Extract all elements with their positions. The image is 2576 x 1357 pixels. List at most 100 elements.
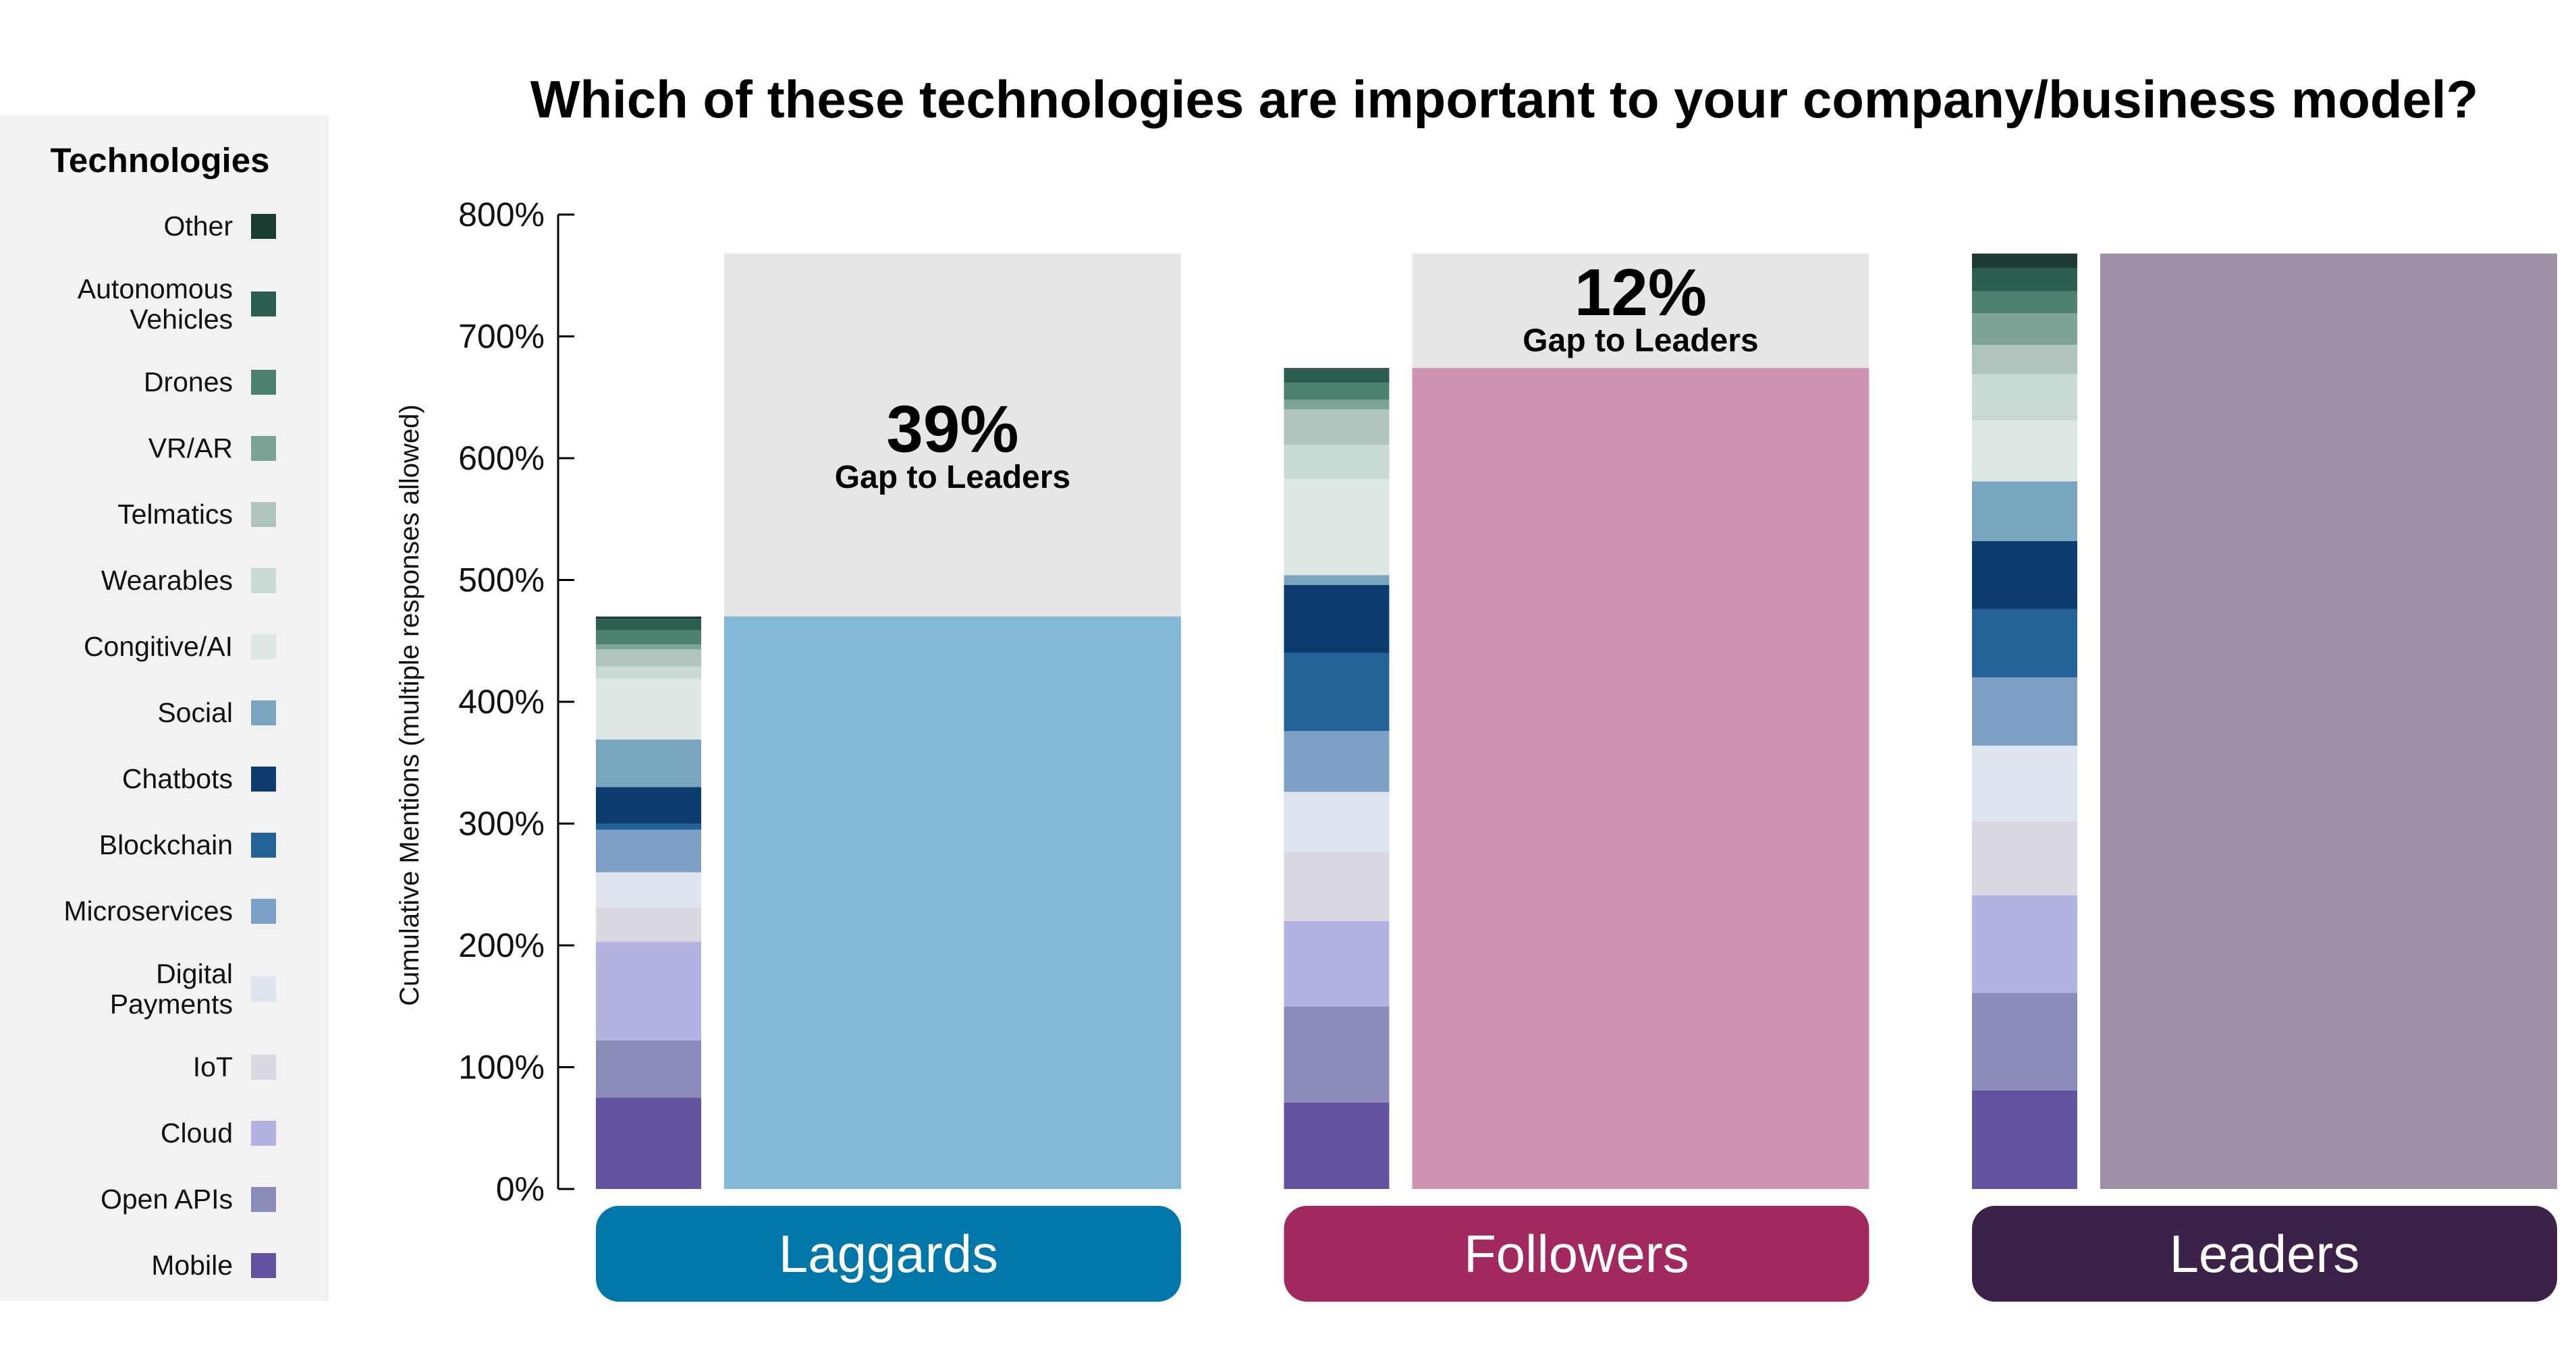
segment-laggards-iot (596, 908, 701, 942)
legend-item-drones: Drones (0, 349, 329, 415)
segment-followers-digital-payments (1284, 792, 1390, 852)
segment-laggards-blockchain (596, 823, 701, 830)
segment-followers-drones (1284, 383, 1390, 400)
legend-swatch (251, 976, 276, 1001)
segment-followers-social (1284, 575, 1390, 585)
category-label-leaders: Leaders (2170, 1224, 2360, 1283)
legend-swatch (251, 501, 276, 527)
legend-swatch (251, 766, 276, 792)
legend-item-social: Social (0, 680, 329, 746)
segment-leaders-social (1972, 481, 2077, 541)
legend-label: Congitive/AI (83, 630, 233, 662)
category-label-laggards: Laggards (779, 1224, 998, 1283)
legend-swatch (251, 634, 276, 659)
legend-panel: Technologies Other Autonomous Vehicles Dro… (0, 115, 329, 1301)
gap-label-laggards: Gap to Leaders (835, 460, 1070, 495)
legend-label: Other (163, 210, 233, 242)
legend-item-chatbots: Chatbots (0, 746, 329, 812)
legend-swatch (251, 1252, 276, 1278)
segment-laggards-congitive-ai (596, 678, 701, 740)
segment-followers-iot (1284, 852, 1390, 921)
gap-percent-laggards: 39% (886, 392, 1018, 466)
category-label-box-followers (1284, 1206, 1869, 1302)
segment-leaders-vr-ar (1972, 313, 2077, 345)
legend-swatch (251, 832, 276, 858)
segment-followers-blockchain (1284, 653, 1390, 731)
total-bar-leaders (2100, 253, 2557, 1189)
y-tick-label: 600% (458, 439, 545, 477)
segment-laggards-open-apis (596, 1040, 701, 1098)
legend-swatch (251, 1054, 276, 1080)
legend-label: VR/AR (148, 432, 233, 464)
segment-leaders-wearables (1972, 374, 2077, 421)
segment-leaders-mobile (1972, 1090, 2077, 1189)
segment-laggards-telmatics (596, 649, 701, 667)
y-tick-label: 0% (496, 1170, 545, 1208)
group-laggards: 39%Gap to Leaders Laggards (596, 253, 1181, 1302)
segment-leaders-digital-payments (1972, 745, 2077, 821)
segment-laggards-microservices (596, 829, 701, 873)
legend-item-vr-ar: VR/AR (0, 415, 329, 481)
segment-laggards-drones (596, 630, 701, 645)
legend-label: Autonomous Vehicles (77, 273, 233, 335)
category-label-box-laggards (596, 1206, 1181, 1302)
total-bar-followers (1412, 368, 1869, 1190)
segment-laggards-autonomous-vehicles (596, 619, 701, 630)
legend-item-telmatics: Telmatics (0, 481, 329, 547)
gap-percent-followers: 12% (1574, 255, 1707, 329)
y-tick-label: 300% (458, 805, 545, 843)
legend-item-microservices: Microservices (0, 878, 329, 944)
segment-laggards-digital-payments (596, 872, 701, 908)
legend-swatch (251, 213, 276, 239)
legend-label: Drones (143, 366, 233, 397)
legend-label: Cloud (160, 1117, 233, 1148)
y-tick-label: 100% (458, 1049, 545, 1086)
legend-label: Social (157, 696, 233, 728)
legend-label: Blockchain (99, 829, 233, 860)
segment-followers-telmatics (1284, 409, 1390, 445)
segment-followers-congitive-ai (1284, 478, 1390, 576)
segment-leaders-microservices (1972, 677, 2077, 746)
y-axis-title: Cumulative Mentions (multiple responses … (395, 404, 424, 1006)
segment-followers-open-apis (1284, 1006, 1390, 1103)
legend-label: Telmatics (117, 498, 233, 530)
segment-followers-other (1284, 368, 1390, 370)
legend-label: Chatbots (121, 763, 233, 794)
segment-leaders-open-apis (1972, 993, 2077, 1090)
legend-item-other: Other (0, 193, 329, 259)
legend-item-congitive-ai: Congitive/AI (0, 613, 329, 680)
segment-followers-cloud (1284, 920, 1390, 1007)
segment-leaders-blockchain (1972, 609, 2077, 677)
y-tick-label: 500% (458, 561, 545, 599)
legend-swatch (251, 898, 276, 924)
y-tick-label: 400% (458, 683, 545, 721)
legend-title: Technologies (50, 141, 270, 179)
segment-followers-vr-ar (1284, 399, 1390, 410)
segment-followers-mobile (1284, 1102, 1390, 1189)
segment-leaders-chatbots (1972, 541, 2077, 609)
segment-followers-microservices (1284, 731, 1390, 792)
y-tick-label: 200% (458, 926, 545, 964)
segment-laggards-other (596, 616, 701, 619)
legend-label: Wearables (101, 564, 233, 596)
segment-followers-autonomous-vehicles (1284, 369, 1390, 383)
segment-followers-chatbots (1284, 584, 1390, 653)
legend-item-blockchain: Blockchain (0, 812, 329, 878)
legend-label: Microservices (63, 895, 233, 926)
segment-leaders-iot (1972, 821, 2077, 895)
legend-label: Open APIs (100, 1183, 233, 1215)
gap-label-followers: Gap to Leaders (1523, 323, 1758, 359)
legend-item-open-apis: Open APIs (0, 1166, 329, 1232)
legend-item-digital-payments: Digital Payments (0, 944, 329, 1034)
legend-item-cloud: Cloud (0, 1100, 329, 1166)
segment-laggards-wearables (596, 666, 701, 679)
y-tick-label: 800% (458, 196, 545, 233)
y-tick-label: 700% (458, 318, 545, 356)
legend-item-autonomous-vehicles: Autonomous Vehicles (0, 259, 329, 349)
segment-leaders-congitive-ai (1972, 420, 2077, 482)
legend-swatch (251, 292, 276, 316)
segment-leaders-cloud (1972, 895, 2077, 993)
category-label-followers: Followers (1464, 1224, 1689, 1283)
total-bar-laggards (724, 616, 1181, 1189)
